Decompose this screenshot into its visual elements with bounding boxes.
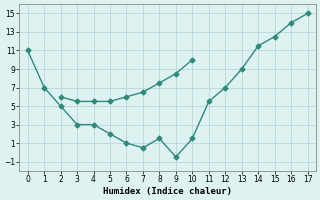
X-axis label: Humidex (Indice chaleur): Humidex (Indice chaleur) (103, 187, 232, 196)
